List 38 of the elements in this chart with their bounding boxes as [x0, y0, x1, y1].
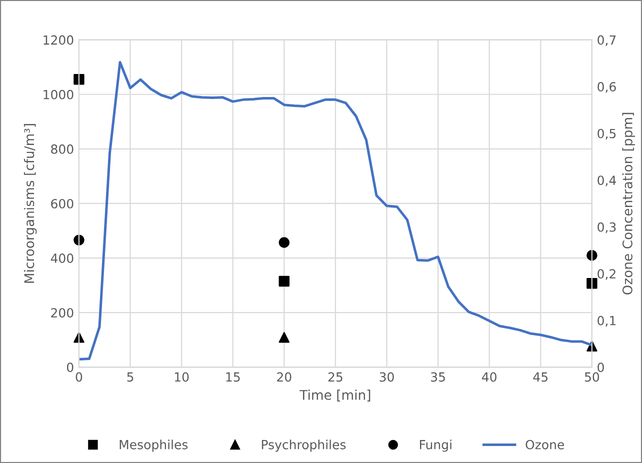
y-tick-label: 1200 [44, 35, 74, 45]
x-tick-label: 35 [431, 372, 445, 382]
y2-tick-label: 0,2 [598, 269, 616, 280]
y-tick-label: 600 [51, 198, 74, 208]
y-axis-title: Microorganisms [cfu/m³] [24, 124, 37, 283]
x-tick-label: 50 [584, 372, 600, 382]
y-tick-label: 200 [51, 308, 74, 318]
y2-tick-label: 0,4 [598, 176, 616, 186]
point [278, 332, 290, 343]
y-tick-label: 800 [51, 144, 74, 154]
y2-tick-label: 0,7 [598, 35, 616, 46]
y2-axis-title: Ozone Concentration [ppm] [622, 112, 635, 294]
x-axis-title: Time [min] [300, 390, 370, 402]
y-tick-label: 1000 [44, 90, 74, 100]
x-tick-label: 5 [127, 372, 134, 382]
legend-label: Mesophiles [120, 440, 188, 452]
x-tick-label: 0 [76, 372, 82, 382]
x-tick-label: 30 [380, 372, 394, 382]
y2-tick-label: 0,1 [598, 316, 616, 327]
x-tick-label: 15 [226, 372, 240, 382]
x-tick-label: 25 [328, 372, 342, 382]
y2-tick-label: 0,3 [598, 222, 616, 234]
y2-tick-label: 0,5 [598, 128, 616, 140]
point [278, 276, 290, 287]
legend-label: Psychrophiles [262, 440, 346, 452]
point [586, 278, 598, 289]
x-tick-label: 10 [174, 372, 189, 382]
legend-label: Fungi [420, 440, 452, 452]
x-tick-label: 45 [533, 372, 548, 382]
x-tick-label: 40 [482, 372, 496, 382]
point [74, 74, 84, 85]
legend-label: Ozone [526, 440, 564, 450]
point [278, 237, 290, 248]
x-tick-label: 20 [277, 372, 292, 382]
y2-tick-label: 0 [598, 362, 604, 372]
y-tick-label: 0 [66, 362, 74, 372]
y-tick-label: 400 [50, 254, 74, 263]
y2-tick-label: 0,6 [598, 82, 616, 93]
